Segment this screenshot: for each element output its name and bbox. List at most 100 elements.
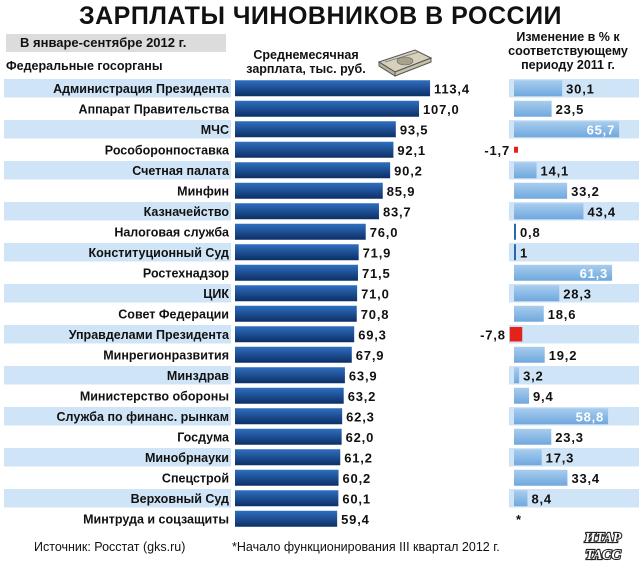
itar-tass-logo: ИТАР ТАСС	[583, 530, 623, 563]
salary-value: 92,1	[397, 143, 426, 158]
salary-bar	[235, 162, 391, 179]
salary-bar	[235, 428, 342, 445]
change-bar-negative	[509, 327, 523, 342]
label-stripe	[4, 243, 231, 262]
logo-line-1: ИТАР	[584, 531, 622, 546]
salary-value: 71,0	[361, 286, 390, 301]
salary-value: 62,3	[346, 409, 375, 424]
agency-label: Министерство обороны	[80, 389, 229, 403]
change-stripe	[509, 366, 639, 385]
change-bar	[514, 264, 613, 281]
change-value: 23,5	[556, 102, 585, 117]
change-bar	[514, 469, 568, 486]
label-stripe	[4, 407, 231, 426]
logo-line-2: ТАСС	[585, 548, 621, 563]
change-bar	[514, 121, 620, 138]
agency-label: Спецстрой	[162, 471, 229, 485]
change-value: 17,3	[546, 450, 575, 465]
agency-label: Налоговая служба	[114, 225, 230, 239]
change-stripe	[509, 325, 639, 344]
agency-label: Минобрнауки	[145, 451, 229, 465]
change-bar-negative	[514, 146, 518, 153]
salary-value: 93,5	[400, 122, 429, 137]
salary-bar	[235, 141, 394, 158]
salary-bar	[235, 244, 359, 261]
agency-label: ЦИК	[203, 287, 229, 301]
salary-bar	[235, 469, 339, 486]
label-stripe	[4, 284, 231, 303]
change-value: 61,3	[580, 266, 609, 281]
change-stripe	[509, 161, 639, 180]
salary-value: 90,2	[394, 163, 423, 178]
change-bar	[514, 203, 584, 220]
change-bar	[514, 387, 530, 404]
agencies-header: Федеральные госорганы	[6, 59, 163, 73]
change-value: 23,3	[555, 430, 584, 445]
change-bar	[514, 80, 563, 97]
agency-label: Госдума	[177, 430, 230, 444]
salary-value: 83,7	[383, 204, 412, 219]
change-value: 28,3	[563, 286, 592, 301]
salary-bar	[235, 182, 383, 199]
change-header: Изменение в % к соответствующему периоду…	[508, 30, 628, 72]
salary-value: 67,9	[356, 348, 385, 363]
page-title: ЗАРПЛАТЫ ЧИНОВНИКОВ В РОССИИ	[78, 2, 563, 30]
change-bar	[514, 305, 544, 322]
salary-value: 69,3	[358, 327, 387, 342]
agency-label: Управделами Президента	[69, 328, 230, 342]
salary-bar	[235, 100, 420, 117]
period-label: В январе-сентябре 2012 г.	[20, 35, 187, 50]
change-bar	[514, 490, 528, 507]
change-value: 8,4	[531, 491, 551, 506]
agency-label: Верховный Суд	[131, 492, 229, 506]
salary-value: 60,1	[342, 491, 371, 506]
change-value: 1	[520, 245, 528, 260]
salary-bar	[235, 326, 355, 343]
agency-label: Аппарат Правительства	[79, 102, 230, 116]
change-bar	[514, 182, 568, 199]
change-value: *	[516, 512, 522, 527]
salary-value: 85,9	[387, 184, 416, 199]
change-value: 30,1	[566, 81, 595, 96]
salary-value: 76,0	[370, 225, 399, 240]
change-value: 9,4	[533, 389, 553, 404]
salary-bar	[235, 367, 345, 384]
salary-bar	[235, 305, 357, 322]
change-bar	[514, 428, 552, 445]
agency-label: Казначейство	[144, 205, 230, 219]
agency-label: Минздрав	[167, 369, 229, 383]
agency-label: Администрация Президента	[53, 82, 230, 96]
salary-bar	[235, 264, 358, 281]
label-stripe	[4, 448, 231, 467]
agency-label: Конституционный Суд	[89, 246, 230, 260]
label-stripe	[4, 325, 231, 344]
change-bar	[514, 285, 560, 302]
change-value: 0,8	[520, 225, 540, 240]
salary-bar	[235, 387, 344, 404]
salary-value: 62,0	[346, 430, 375, 445]
source-note: Источник: Росстат (gks.ru)	[34, 540, 186, 554]
label-stripe	[4, 120, 231, 139]
change-value: 43,4	[587, 204, 616, 219]
agency-label: Минрегионразвития	[103, 348, 229, 362]
agency-label: Минфин	[177, 184, 229, 198]
change-bar	[514, 244, 516, 261]
change-bar	[514, 367, 520, 384]
salary-bar	[235, 223, 366, 240]
salary-value: 71,5	[362, 266, 391, 281]
salary-bar	[235, 121, 396, 138]
change-bar	[514, 223, 516, 240]
change-value: 19,2	[549, 348, 578, 363]
salary-header: Среднемесячная зарплата, тыс. руб.	[246, 48, 366, 76]
salary-value: 71,9	[363, 245, 392, 260]
salary-bar	[235, 408, 343, 425]
label-stripe	[4, 489, 231, 508]
change-value: 58,8	[576, 409, 605, 424]
label-stripe	[4, 366, 231, 385]
label-stripe	[4, 161, 231, 180]
change-value: 33,2	[571, 184, 600, 199]
agency-label: МЧС	[201, 123, 229, 137]
label-stripe	[4, 202, 231, 221]
agency-label: Служба по финанс. рынкам	[57, 410, 229, 424]
